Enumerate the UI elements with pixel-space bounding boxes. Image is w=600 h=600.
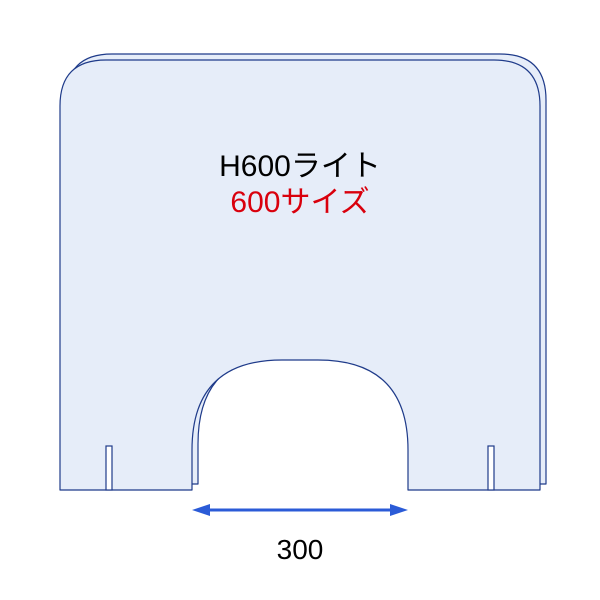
diagram-stage: H600ライト 600サイズ 300	[0, 0, 600, 600]
dimension-arrow	[0, 0, 600, 600]
